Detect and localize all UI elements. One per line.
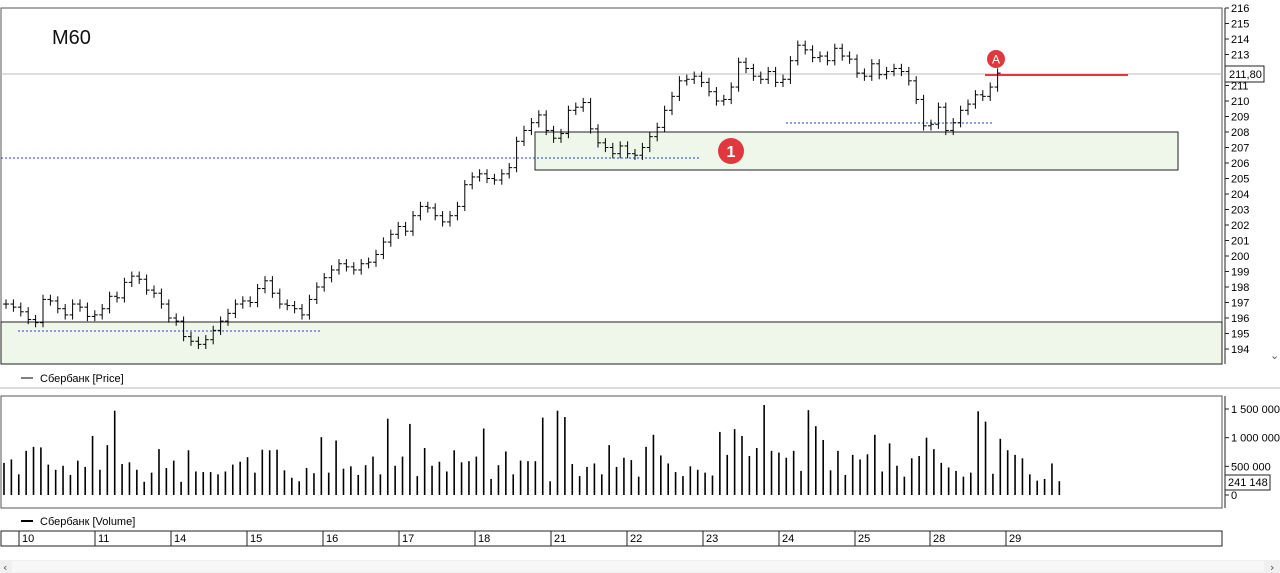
marker-a-circle — [987, 50, 1005, 68]
date-tick-label: 10 — [22, 533, 34, 545]
date-axis — [0, 530, 1223, 547]
date-tick-label: 21 — [554, 533, 566, 545]
price-tick-label: 201 — [1231, 236, 1249, 248]
marker-1[interactable]: 1 — [718, 138, 744, 164]
timeframe-label: M60 — [52, 27, 91, 49]
date-tick-label: 22 — [630, 533, 642, 545]
price-legend-label: Сбербанк [Price] — [40, 373, 124, 385]
price-panel — [0, 7, 1223, 365]
scroll-right-icon[interactable]: › — [1270, 561, 1274, 573]
date-tick-label: 24 — [782, 533, 794, 545]
volume-panel — [0, 395, 1223, 509]
scroll-left-icon[interactable]: ‹ — [3, 561, 7, 573]
price-bars — [3, 40, 1001, 349]
price-tick-label: 216 — [1231, 3, 1249, 15]
scrollbar-track[interactable] — [12, 561, 1264, 572]
date-tick-label: 23 — [706, 533, 718, 545]
price-tick-label: 204 — [1231, 189, 1249, 201]
support-zone-upper — [534, 131, 1179, 171]
price-tick-label: 209 — [1231, 112, 1249, 124]
date-tick-label: 15 — [250, 533, 262, 545]
date-tick-label: 11 — [98, 533, 109, 545]
date-tick-label: 14 — [174, 533, 186, 545]
volume-tick-label: 1 500 000 — [1231, 404, 1280, 416]
volume-tick-label: 0 — [1231, 490, 1237, 502]
date-tick-label: 16 — [326, 533, 338, 545]
last-price-box — [1224, 65, 1265, 83]
date-tick-label: 17 — [402, 533, 414, 545]
volume-bars — [3, 404, 1061, 495]
date-tick-label: 28 — [933, 533, 945, 545]
price-tick-label: 195 — [1231, 329, 1249, 341]
support-zone-lower — [0, 321, 1223, 365]
last-volume-box — [1224, 474, 1271, 491]
price-tick-label: 215 — [1231, 19, 1249, 31]
marker-a-label: A — [992, 53, 1000, 67]
date-tick-label: 25 — [858, 533, 870, 545]
price-tick-label: 210 — [1231, 96, 1249, 108]
volume-axis-ticks: 0 500 000 1 000 000 1 500 000 — [1225, 404, 1280, 502]
date-tick-label: 29 — [1009, 533, 1021, 545]
date-axis-ticks: 10 11 14 15 16 17 18 21 22 23 24 25 28 29 — [18, 531, 1021, 546]
price-tick-label: 197 — [1231, 298, 1249, 310]
volume-legend-label: Сбербанк [Volume] — [40, 516, 135, 528]
price-tick-label: 208 — [1231, 127, 1249, 139]
marker-a[interactable]: A — [987, 50, 1005, 68]
price-tick-label: 196 — [1231, 313, 1249, 325]
price-tick-label: 214 — [1231, 34, 1249, 46]
price-scroll-down-icon[interactable]: ⌄ — [1270, 349, 1279, 362]
price-tick-label: 207 — [1231, 143, 1249, 155]
volume-tick-label: 500 000 — [1231, 461, 1271, 473]
price-tick-label: 213 — [1231, 50, 1249, 62]
price-tick-label: 205 — [1231, 174, 1249, 186]
price-tick-label: 199 — [1231, 267, 1249, 279]
price-tick-label: 200 — [1231, 251, 1249, 263]
price-tick-label: 203 — [1231, 205, 1249, 217]
volume-tick-label: 1 000 000 — [1231, 433, 1280, 445]
marker-1-label: 1 — [727, 144, 736, 161]
price-tick-label: 202 — [1231, 220, 1249, 232]
date-tick-label: 18 — [478, 533, 490, 545]
last-price-label: 211,80 — [1229, 69, 1262, 81]
price-tick-label: 198 — [1231, 282, 1249, 294]
marker-1-circle — [718, 138, 744, 164]
price-axis-ticks: 194 195 196 197 198 199 200 201 202 203 204 205 206 2… — [1225, 3, 1249, 356]
last-volume-label: 241 148 — [1228, 477, 1268, 489]
price-tick-label: 194 — [1231, 344, 1249, 356]
price-tick-label: 206 — [1231, 158, 1249, 170]
price-tick-label: 211 — [1231, 81, 1249, 93]
